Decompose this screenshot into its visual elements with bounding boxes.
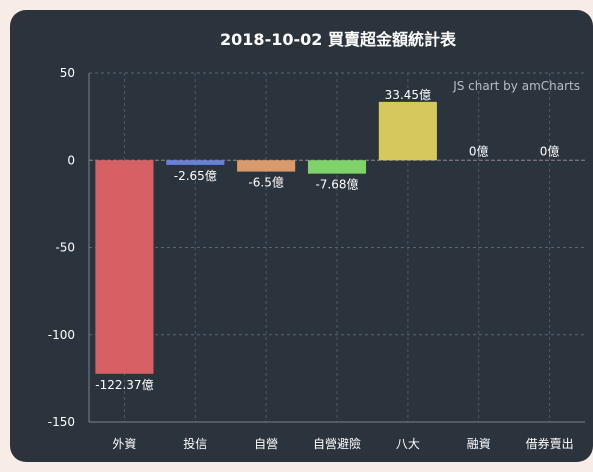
bar-value-label: -2.65億 <box>174 169 217 183</box>
bar-4[interactable] <box>307 160 367 174</box>
bar-1[interactable] <box>95 160 154 374</box>
x-tick-label: 自營避險 <box>313 436 361 451</box>
x-tick-label: 外資 <box>112 437 136 451</box>
x-tick-label: 借券賣出 <box>526 436 574 451</box>
chart-title: 2018-10-02 買賣超金額統計表 <box>220 30 457 49</box>
y-tick-label: 0 <box>67 153 75 167</box>
y-tick-label: -50 <box>55 241 75 255</box>
x-tick-label: 投信 <box>183 436 207 451</box>
bar-value-label: -6.5億 <box>248 176 283 190</box>
x-tick-label: 融資 <box>467 437 491 451</box>
bar-value-label: 0億 <box>469 144 489 158</box>
bar-value-label: 33.45億 <box>385 88 431 102</box>
bar-chart: 2018-10-02 買賣超金額統計表 JS chart by amCharts… <box>48 30 585 451</box>
y-tick-label: -100 <box>48 328 75 342</box>
y-tick-label: 50 <box>60 66 75 80</box>
chart-credit-link[interactable]: JS chart by amCharts <box>452 79 580 93</box>
chart-panel: 2018-10-02 買賣超金額統計表 JS chart by amCharts… <box>10 10 593 462</box>
y-tick-label: -150 <box>48 415 75 429</box>
x-tick-label: 自營 <box>254 437 278 451</box>
x-tick-label: 八大 <box>396 437 420 451</box>
bar-value-label: 0億 <box>540 144 560 158</box>
bar-2[interactable] <box>166 160 225 165</box>
bar-value-label: -122.37億 <box>95 378 153 392</box>
bar-5[interactable] <box>378 101 437 161</box>
bar-3[interactable] <box>237 160 296 172</box>
bar-value-label: -7.68億 <box>315 178 358 192</box>
